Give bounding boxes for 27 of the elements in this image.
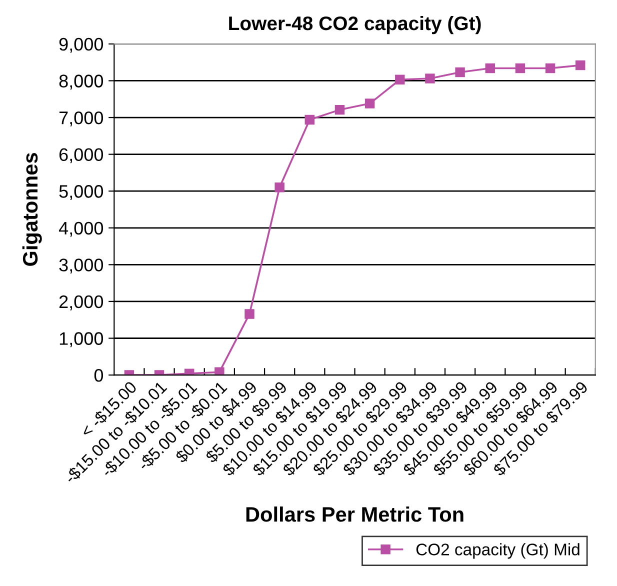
point <box>334 104 345 115</box>
x-axis-title: Dollars Per Metric Ton <box>246 506 464 522</box>
y-tick-label: 4,000 <box>58 222 104 237</box>
y-tick-label: 7,000 <box>59 111 104 126</box>
y-tick-label: 9,000 <box>59 38 104 53</box>
point <box>545 63 556 74</box>
chart-title: Lower-48 CO2 capacity (Gt) <box>229 16 481 34</box>
y-tick-label: 1,000 <box>60 332 104 348</box>
point <box>214 367 224 376</box>
y-axis-title: Gigatonnes <box>22 153 42 266</box>
point <box>455 67 465 78</box>
point <box>425 74 435 84</box>
point <box>395 74 405 84</box>
point <box>274 182 284 192</box>
y-tick-label: 0 <box>94 368 104 382</box>
y-tick-label: 2,000 <box>59 295 104 310</box>
y-tick-label: 3,000 <box>59 258 104 274</box>
y-tick-label: 6,000 <box>59 148 104 164</box>
point <box>515 63 526 74</box>
point <box>304 114 315 125</box>
point <box>364 98 375 108</box>
y-tick-label: 8,000 <box>59 74 104 90</box>
point <box>576 60 586 70</box>
y-tick-label: 5,000 <box>59 185 104 200</box>
point <box>244 309 254 319</box>
legend-label: CO2 capacity (Gt) Mid <box>416 543 580 559</box>
point <box>485 63 495 74</box>
